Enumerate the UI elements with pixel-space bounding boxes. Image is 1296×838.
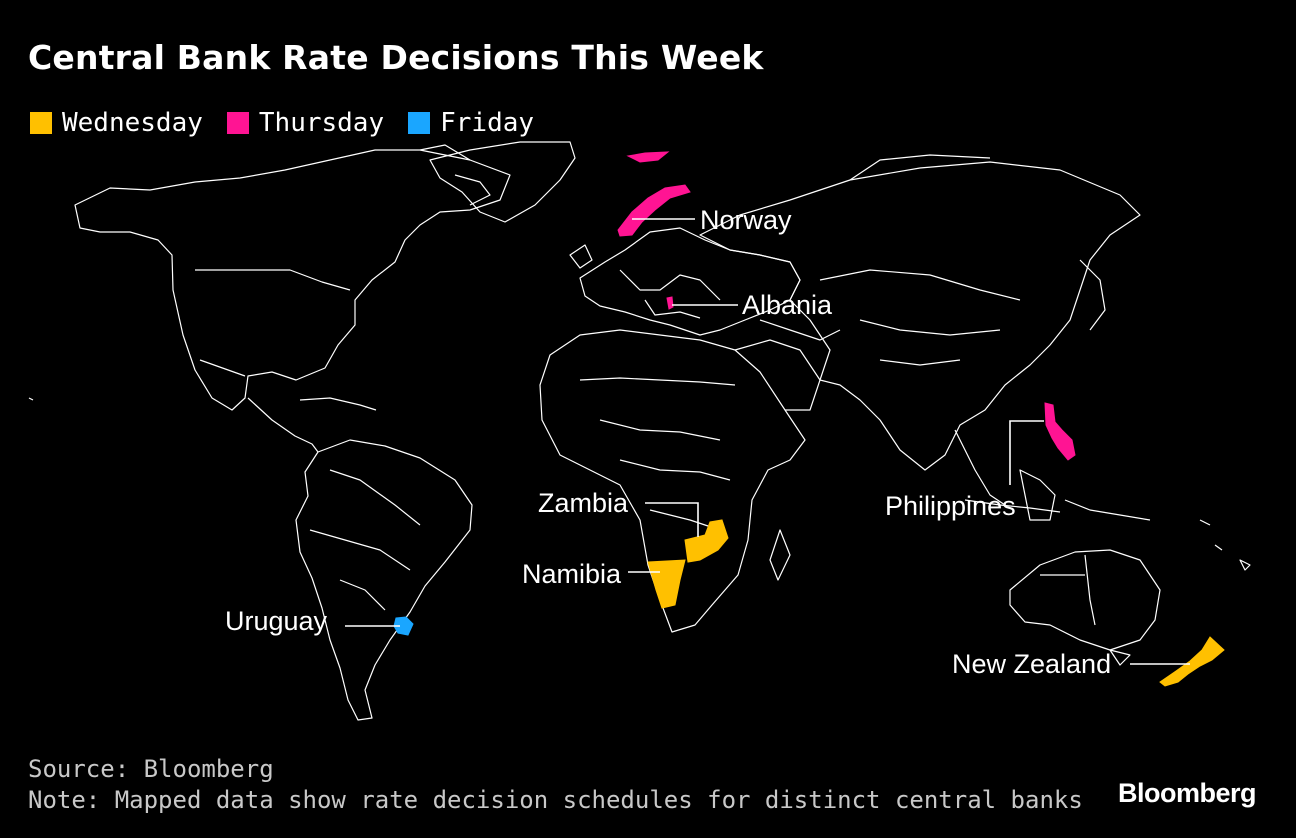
legend-label-friday: Friday <box>440 108 535 138</box>
japan-outline <box>1079 259 1106 331</box>
legend-swatch-friday <box>408 112 431 134</box>
albania-shape <box>666 296 674 310</box>
legend: Wednesday Thursday Friday <box>30 108 558 138</box>
legend-label-thursday: Thursday <box>258 108 385 138</box>
legend-item-wednesday: Wednesday <box>30 108 203 138</box>
uruguay-label: Uruguay <box>225 606 328 636</box>
new-zealand-label: New Zealand <box>952 649 1111 679</box>
australia-outline <box>1009 549 1161 651</box>
legend-label-wednesday: Wednesday <box>62 108 203 138</box>
philippines-label: Philippines <box>885 491 1016 521</box>
chart-title: Central Bank Rate Decisions This Week <box>28 38 764 77</box>
madagascar-outline <box>769 529 791 581</box>
north-america-outline <box>74 149 511 411</box>
svalbard-shape <box>626 151 670 163</box>
asia-outline <box>699 161 1141 471</box>
source-note: Source: Bloomberg <box>28 755 274 783</box>
philippines-callout-line <box>1009 420 1044 485</box>
africa-outline <box>539 329 806 633</box>
zambia-callout-line <box>645 502 699 537</box>
callout-lines <box>345 218 1190 665</box>
highlighted-countries <box>393 151 1225 687</box>
namibia-label: Namibia <box>522 559 622 589</box>
south-america-outline <box>295 439 473 721</box>
zambia-label: Zambia <box>538 488 629 518</box>
country-labels: Norway Albania Philippines Zambia Namibi… <box>225 205 1111 679</box>
norway-shape <box>617 184 691 237</box>
bloomberg-logo: Bloomberg <box>1117 778 1257 808</box>
greenland-outline <box>429 141 576 223</box>
legend-item-thursday: Thursday <box>226 108 385 138</box>
norway-label: Norway <box>700 205 792 235</box>
legend-item-friday: Friday <box>408 108 534 138</box>
albania-label: Albania <box>742 290 833 320</box>
zambia-shape <box>684 519 729 563</box>
country-borders <box>28 141 1251 721</box>
legend-swatch-wednesday <box>30 112 52 134</box>
philippines-shape <box>1044 402 1076 461</box>
namibia-shape <box>647 559 686 609</box>
data-note: Note: Mapped data show rate decision sch… <box>28 786 1083 814</box>
new-zealand-shape <box>1159 636 1225 687</box>
legend-swatch-thursday <box>226 112 249 134</box>
